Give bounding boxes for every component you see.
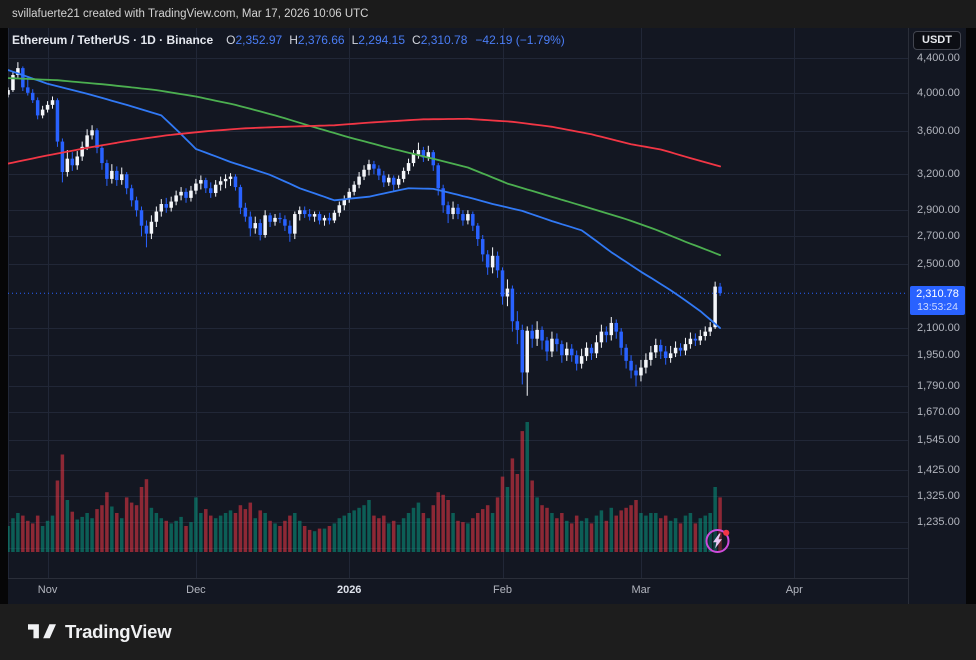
legend: Ethereum / TetherUS · 1D · Binance O2,35… [12, 33, 565, 47]
price-axis-label: 2,700.00 [917, 230, 960, 243]
overlay-ma-red [8, 117, 721, 168]
price-axis-label: 2,900.00 [917, 204, 960, 217]
price-badge: 2,310.78 13:53:24 [910, 286, 965, 316]
ohlc-high: H2,376.66 [289, 33, 344, 47]
ohlc-high-label: H [289, 33, 298, 47]
volume-bars [8, 422, 722, 552]
chart-panel: Ethereum / TetherUS · 1D · Binance O2,35… [8, 28, 966, 604]
time-axis-label: 2026 [336, 584, 362, 596]
ohlc-high-value: 2,376.66 [297, 33, 345, 47]
price-axis-label: 1,235.00 [917, 516, 960, 528]
time-axis-label: Nov [37, 584, 58, 596]
ohlc-low: L2,294.15 [352, 33, 405, 47]
ohlc-close-label: C [412, 33, 421, 47]
ohlc-low-value: 2,294.15 [358, 33, 406, 47]
price-axis-label: 4,000.00 [917, 86, 960, 99]
time-axis-label: Apr [785, 584, 803, 596]
price-axis-label: 1,545.00 [917, 434, 960, 447]
ohlc-close: C2,310.78 [412, 33, 467, 47]
price-axis-label: 1,790.00 [917, 380, 960, 393]
ohlc-open-label: O [226, 33, 236, 47]
price-axis-label: 1,950.00 [917, 349, 960, 362]
tradingview-icon [28, 624, 56, 639]
price-chart-svg[interactable] [8, 28, 966, 604]
ohlc-close-value: 2,310.78 [420, 33, 468, 47]
ohlc-change: −42.19 (−1.79%) [475, 33, 565, 47]
overlay-ma-blue [8, 69, 721, 329]
overlay-ma-green [8, 77, 721, 256]
attribution-bar: svillafuerte21 created with TradingView.… [0, 0, 976, 28]
time-axis-label: Dec [186, 584, 206, 596]
price-axis-label: 2,100.00 [917, 322, 960, 335]
grid-lines [8, 28, 908, 578]
time-axis-label: Feb [493, 584, 512, 596]
price-axis-label: 4,400.00 [917, 52, 960, 64]
attribution-text: svillafuerte21 created with TradingView.… [12, 8, 369, 20]
price-axis-label: 1,670.00 [917, 405, 960, 418]
price-axis[interactable]: USDT 4,400.00 4,000.00 3,600.00 3,200.00 2,9… [908, 28, 966, 604]
price-badge-countdown: 13:53:24 [917, 301, 958, 314]
currency-button[interactable]: USDT [913, 31, 961, 50]
time-axis-label: Mar [631, 584, 651, 596]
candles [8, 62, 722, 396]
flash-live-dot [723, 529, 730, 536]
price-axis-label: 2,500.00 [917, 258, 960, 271]
time-axis[interactable]: Nov Dec 2026 Feb Mar Apr [8, 578, 966, 604]
chart-outer-frame: Ethereum / TetherUS · 1D · Binance O2,35… [0, 28, 976, 604]
tradingview-logo-link[interactable]: TradingView [0, 604, 218, 660]
price-axis-label: 1,325.00 [917, 490, 960, 503]
price-axis-label: 3,200.00 [917, 168, 960, 181]
ohlc-open: O2,352.97 [226, 33, 282, 47]
footer-bar: TradingView [0, 604, 976, 660]
ohlc-low-label: L [351, 33, 359, 47]
flash-icon[interactable] [703, 526, 733, 556]
ohlc-open-value: 2,352.97 [235, 33, 283, 47]
tradingview-logo-text: TradingView [65, 621, 172, 642]
price-axis-label: 3,600.00 [917, 125, 960, 138]
price-axis-label: 1,425.00 [917, 463, 960, 476]
price-badge-value: 2,310.78 [916, 288, 959, 301]
lightning-bolt-icon [713, 533, 722, 549]
symbol-title[interactable]: Ethereum / TetherUS · 1D · Binance [12, 33, 214, 47]
